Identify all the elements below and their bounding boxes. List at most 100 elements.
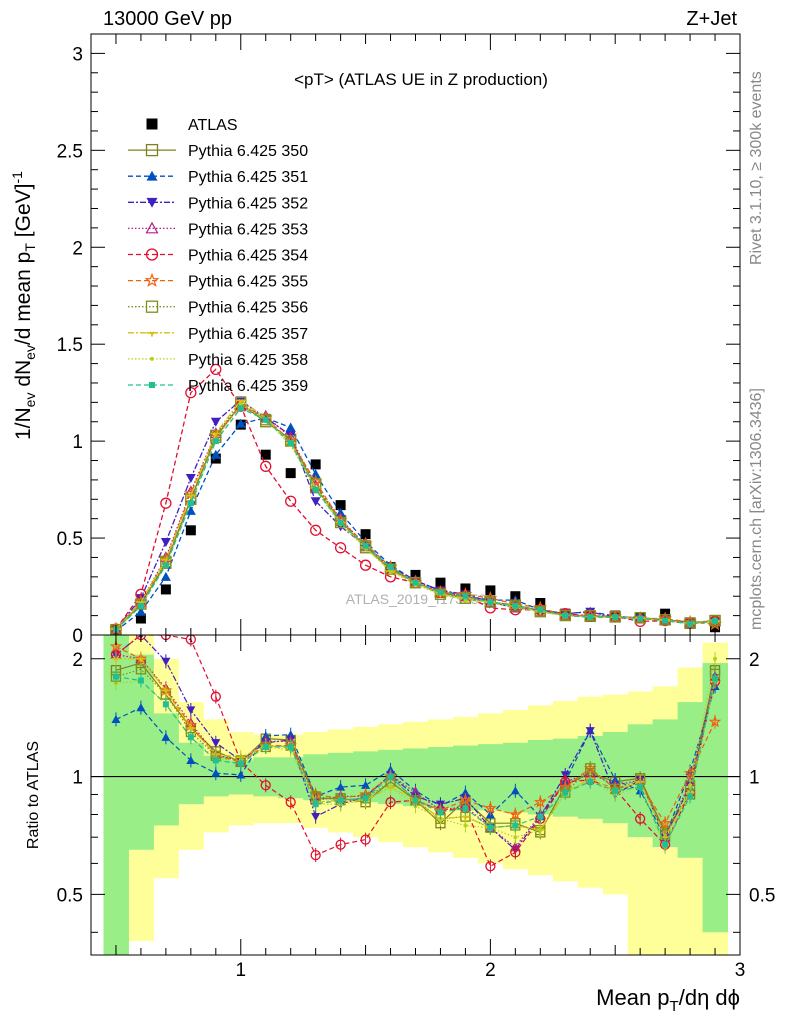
marker [437,809,444,816]
marker [210,691,221,702]
marker [262,416,269,423]
legend-label: Pythia 6.425 358 [188,352,308,369]
marker [135,606,146,616]
band-stat-bin [278,757,304,799]
marker [508,807,522,820]
main-ylabel: 1/Nev dNev/d mean pT [GeV]-1 [9,171,38,440]
legend-item: Pythia 6.425 358 [128,352,308,369]
marker [146,118,158,130]
marker [435,577,446,588]
ratio-y-tick-label-right: 1 [749,768,760,789]
marker [187,500,194,507]
legend-label: Pythia 6.425 359 [188,378,308,395]
ratio-series-group [109,635,722,874]
marker [336,782,346,791]
marker [310,469,321,479]
marker [312,486,319,493]
header-left: 13000 GeV pp [103,8,232,30]
marker [485,861,496,872]
marker [708,715,722,728]
marker [312,801,319,808]
marker [145,248,159,261]
svg-text:1/Nev dNev/d mean pT [GeV]-1: 1/Nev dNev/d mean pT [GeV]-1 [9,171,38,440]
marker [712,618,719,625]
marker [160,584,171,595]
legend-item: Pythia 6.425 355 [128,272,308,291]
y-tick-label: 2 [72,238,83,259]
marker [186,706,196,715]
marker [185,525,196,536]
marker [412,579,419,586]
marker [635,813,646,824]
marker [161,657,171,666]
marker [186,755,196,764]
marker [162,562,169,569]
marker [387,773,394,780]
legend-item: Pythia 6.425 354 [128,248,308,265]
marker [362,542,369,549]
y-tick-label: 0 [72,626,83,647]
band-stat-bin [153,713,179,826]
legend-label: Pythia 6.425 355 [188,274,308,291]
marker [337,519,344,526]
y-tick-label: 0.5 [57,529,83,550]
marker [360,834,371,845]
marker [334,542,347,554]
marker [185,387,197,399]
legend-item: Pythia 6.425 359 [128,378,308,395]
marker [412,797,419,804]
legend-item: Pythia 6.425 353 [128,221,308,238]
x-tick-label: 2 [485,960,496,981]
legend-item: Pythia 6.425 356 [128,300,308,317]
marker [637,784,644,791]
marker [287,744,294,750]
x-tick-label: 1 [235,960,246,981]
marker [210,449,221,459]
marker [510,847,521,858]
marker [160,537,171,547]
marker [187,734,194,741]
marker [235,418,246,428]
marker [512,602,519,609]
marker [388,785,393,790]
marker [612,787,619,794]
y-tick-label: 1.5 [57,335,83,356]
marker [160,571,171,581]
side-bottom-text: mcplots.cern.ch [arXiv:1306.3436] [748,388,765,630]
marker [510,786,520,795]
marker [145,143,159,157]
marker [211,768,221,777]
x-tick-label: 3 [735,960,746,981]
band-stat-bin [477,744,504,811]
marker [335,500,346,511]
marker [585,727,595,736]
ratio-y-tick-label: 1 [72,768,83,789]
marker [437,589,444,596]
marker [136,657,146,663]
marker [537,606,544,613]
marker [463,823,468,828]
legend-label: Pythia 6.425 356 [188,300,308,317]
marker [210,431,221,437]
marker [487,599,494,606]
marker [210,363,222,376]
y-tick-label: 3 [72,44,83,65]
marker [485,585,496,596]
marker [145,300,159,313]
series-359 [112,405,719,633]
marker [260,449,271,460]
marker [688,783,693,788]
marker [111,657,121,663]
marker [137,677,144,684]
marker [185,635,196,645]
legend-label: Pythia 6.425 351 [188,169,308,186]
marker [662,617,669,624]
marker [687,620,694,627]
ratio-y-tick-label: 0.5 [57,885,83,906]
legend-label: Pythia 6.425 357 [188,326,308,343]
marker [637,615,644,622]
ratio-xlabel: Mean pT/dη dϕ [596,985,740,1015]
marker [335,507,346,517]
marker [462,805,469,812]
marker [612,614,619,621]
